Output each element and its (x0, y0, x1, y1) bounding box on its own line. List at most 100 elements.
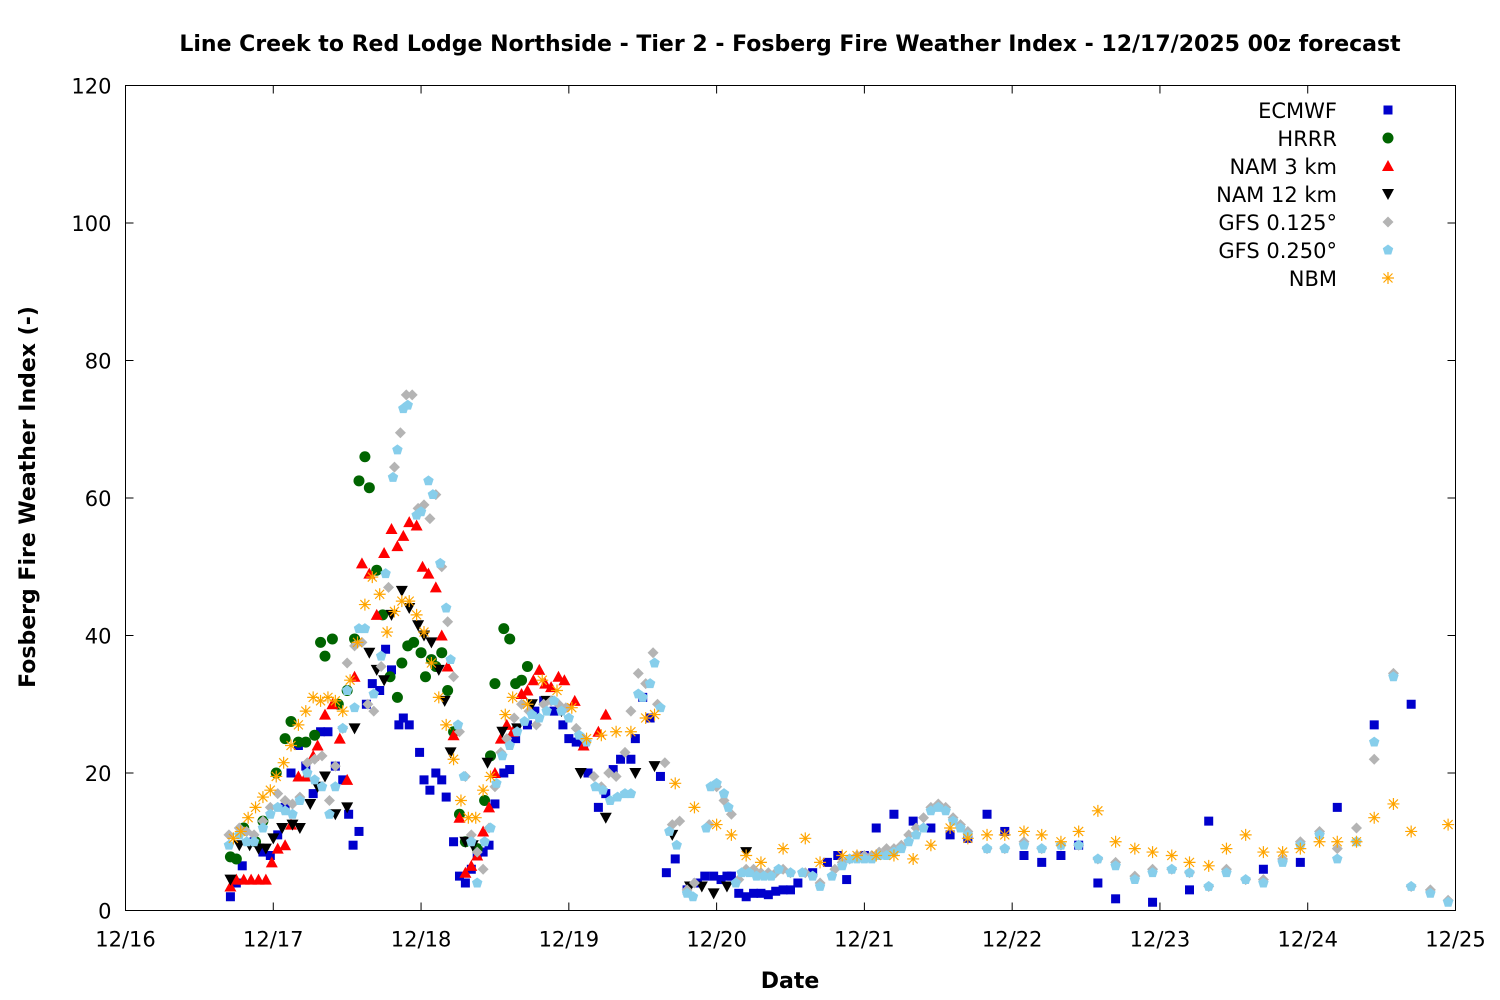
data-point-nam-12-km (403, 603, 416, 614)
data-point-nam-12-km (648, 761, 661, 773)
data-point-nbm (227, 832, 240, 845)
data-point-nam-3-km (521, 684, 534, 696)
data-point-nbm (710, 818, 723, 831)
data-point-nbm (1220, 842, 1233, 855)
data-point-gfs-0-125 (368, 705, 380, 717)
data-point-gfs-0-250 (402, 399, 413, 410)
legend-label: HRRR (1277, 127, 1337, 151)
series-nbm (227, 571, 1455, 872)
data-point-gfs-0-125 (362, 698, 374, 710)
data-point-nam-12-km (378, 675, 391, 687)
data-point-gfs-0-125 (625, 705, 637, 717)
data-point-gfs-0-250 (257, 822, 269, 833)
data-point-nbm (981, 828, 994, 841)
data-point-gfs-0-250 (1368, 736, 1380, 747)
data-point-gfs-0-125 (388, 461, 400, 473)
data-point-gfs-0-250 (511, 726, 523, 737)
data-point-nam-3-km (429, 581, 442, 593)
data-point-nbm (329, 694, 342, 707)
data-point-nam-12-km (496, 726, 509, 738)
data-point-gfs-0-250 (556, 705, 567, 716)
data-point-ecmwf (655, 771, 665, 781)
data-point-nam-3-km (391, 540, 404, 552)
y-tick-label: 120 (71, 75, 111, 99)
data-point-gfs-0-125 (316, 750, 328, 762)
data-point-nbm (1368, 811, 1381, 824)
data-point-ecmwf (316, 727, 326, 737)
data-point-nam-3-km (224, 880, 237, 892)
data-point-nbm (1387, 797, 1400, 810)
data-point-gfs-0-250 (415, 506, 427, 517)
data-point-ecmwf (571, 737, 581, 747)
data-point-nbm (358, 598, 371, 611)
data-point-gfs-0-250 (316, 781, 328, 792)
data-point-gfs-0-125 (329, 760, 341, 772)
data-point-nbm (551, 684, 564, 697)
data-point-ecmwf (484, 840, 494, 850)
series-ecmwf (225, 644, 1416, 907)
data-point-nbm (321, 691, 334, 704)
y-tick-label: 20 (85, 762, 112, 786)
data-point-gfs-0-250 (573, 729, 585, 740)
data-point-gfs-0-250 (380, 568, 391, 579)
data-point-gfs-0-125 (1368, 753, 1380, 765)
y-tick-label: 60 (85, 487, 112, 511)
data-point-ecmwf (1369, 720, 1379, 730)
data-point-gfs-0-125 (465, 829, 477, 841)
data-point-gfs-0-250 (612, 791, 623, 802)
data-point-nbm (292, 718, 305, 731)
data-point-ecmwf (700, 871, 710, 881)
data-point-hrrr (489, 678, 501, 690)
data-point-nbm (1202, 859, 1215, 872)
data-point-gfs-0-250 (981, 843, 993, 854)
data-point-gfs-0-250 (1388, 671, 1399, 682)
data-point-ecmwf (419, 775, 429, 785)
data-point-ecmwf (716, 875, 726, 885)
data-point-nbm (373, 588, 386, 601)
data-point-nbm (814, 856, 827, 869)
data-point-nbm (1350, 835, 1363, 848)
data-point-nam-12-km (233, 840, 246, 852)
data-point-hrrr (279, 733, 291, 745)
data-point-gfs-0-250 (736, 867, 747, 878)
data-point-nam-3-km (441, 660, 454, 672)
x-tick-label: 12/19 (539, 928, 600, 952)
data-point-gfs-0-250 (466, 836, 477, 847)
data-point-ecmwf (237, 861, 247, 871)
data-point-ecmwf (786, 885, 795, 895)
data-point-nbm (285, 739, 298, 752)
data-point-nbm (1128, 842, 1141, 855)
data-point-gfs-0-250 (814, 880, 826, 891)
data-point-ecmwf (822, 857, 832, 867)
legend-label: ECMWF (1258, 99, 1337, 123)
data-point-nam-12-km (438, 695, 451, 707)
data-point-nam-12-km (425, 637, 438, 649)
data-point-gfs-0-250 (644, 678, 656, 689)
data-point-ecmwf (1019, 851, 1029, 860)
data-point-nbm (314, 694, 327, 707)
data-point-nbm (1239, 828, 1252, 841)
x-axis-label: Date (761, 969, 820, 994)
data-point-gfs-0-250 (723, 801, 734, 812)
data-point-gfs-0-250 (440, 602, 452, 613)
data-point-nam-12-km (629, 768, 642, 779)
data-point-nam-3-km (483, 801, 496, 813)
data-point-gfs-0-125 (508, 712, 520, 724)
data-point-nbm (440, 718, 453, 731)
data-point-nbm (410, 608, 423, 621)
y-tick-label: 80 (85, 350, 112, 374)
data-point-nam-12-km (224, 874, 237, 886)
data-point-gfs-0-125 (223, 829, 235, 841)
data-point-gfs-0-250 (807, 870, 818, 881)
data-point-gfs-0-250 (1184, 867, 1195, 878)
data-point-nbm (307, 691, 320, 704)
data-point-gfs-0-125 (257, 815, 269, 827)
data-point-ecmwf (454, 871, 464, 881)
data-point-gfs-0-250 (563, 712, 575, 723)
chart-title: Line Creek to Red Lodge Northside - Tier… (179, 32, 1401, 57)
data-point-nbm (836, 849, 849, 862)
data-point-gfs-0-250 (1129, 874, 1141, 885)
data-point-gfs-0-125 (477, 863, 489, 875)
data-point-ecmwf (549, 706, 559, 716)
data-point-gfs-0-125 (448, 671, 460, 683)
